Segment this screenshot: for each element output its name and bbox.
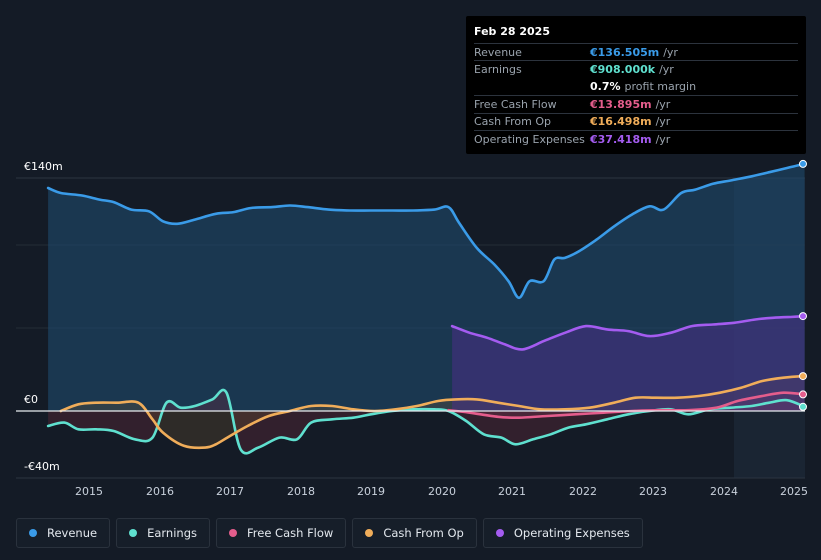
operating-expenses-area bbox=[452, 316, 805, 411]
legend-label: Operating Expenses bbox=[513, 526, 630, 540]
tooltip-unit: /yr bbox=[655, 132, 671, 146]
tooltip-row-cash-from-op: Cash From Op €16.498m /yr bbox=[474, 112, 798, 130]
y-tick-label: €0 bbox=[24, 393, 38, 406]
legend-dot-icon bbox=[365, 529, 374, 537]
legend-item-operating-expenses[interactable]: Operating Expenses bbox=[482, 518, 643, 548]
tooltip-unit: profit margin bbox=[624, 79, 697, 93]
tooltip-label: Cash From Op bbox=[474, 115, 552, 129]
tooltip-row-free-cash-flow: Free Cash Flow €13.895m /yr bbox=[474, 95, 798, 112]
legend-label: Earnings bbox=[147, 526, 197, 540]
y-tick-label: -€40m bbox=[24, 460, 60, 473]
cash-from-op-area bbox=[60, 376, 805, 448]
tooltip-row-earnings: Earnings €908.000k /yr bbox=[474, 60, 798, 77]
tooltip-value: €37.418m bbox=[590, 132, 652, 146]
tooltip-label: Free Cash Flow bbox=[474, 97, 557, 111]
chart-legend: Revenue Earnings Free Cash Flow Cash Fro… bbox=[16, 518, 643, 548]
revenue-line bbox=[46, 162, 806, 300]
x-tick-label: 2024 bbox=[710, 485, 738, 498]
x-tick-label: 2020 bbox=[428, 485, 456, 498]
tooltip-label: Earnings bbox=[474, 63, 522, 77]
x-tick-label: 2022 bbox=[569, 485, 597, 498]
tooltip-row-operating-expenses: Operating Expenses €37.418m /yr bbox=[474, 129, 798, 147]
x-tick-label: 2023 bbox=[639, 485, 667, 498]
x-tick-label: 2025 bbox=[780, 485, 808, 498]
tooltip-date: Feb 28 2025 bbox=[474, 25, 550, 38]
operating-expenses-line bbox=[450, 314, 806, 351]
tooltip-row-profit-margin: 0.7% profit margin bbox=[474, 78, 798, 95]
x-tick-label: 2019 bbox=[357, 485, 385, 498]
tooltip-value: €16.498m bbox=[590, 115, 652, 129]
x-tick-label: 2015 bbox=[75, 485, 103, 498]
legend-item-free-cash-flow[interactable]: Free Cash Flow bbox=[216, 518, 347, 548]
tooltip-value: €908.000k bbox=[590, 63, 656, 77]
tooltip-unit: /yr bbox=[655, 115, 671, 129]
cash-from-op-line bbox=[59, 374, 806, 450]
y-tick-label: €140m bbox=[24, 160, 63, 173]
legend-dot-icon bbox=[29, 529, 37, 537]
legend-label: Revenue bbox=[47, 526, 98, 540]
legend-dot-icon bbox=[495, 529, 504, 537]
x-tick-label: 2021 bbox=[498, 485, 526, 498]
data-tooltip: Feb 28 2025 Revenue €136.505m /yr Earnin… bbox=[466, 16, 806, 154]
tooltip-unit: /yr bbox=[663, 45, 678, 59]
legend-item-cash-from-op[interactable]: Cash From Op bbox=[352, 518, 477, 548]
tooltip-label: Revenue bbox=[474, 45, 522, 59]
x-tick-label: 2018 bbox=[287, 485, 315, 498]
free-cash-flow-end-point bbox=[799, 390, 807, 399]
x-tick-label: 2017 bbox=[216, 485, 244, 498]
tooltip-unit: /yr bbox=[655, 97, 671, 111]
tooltip-label: Operating Expenses bbox=[474, 132, 585, 146]
legend-label: Free Cash Flow bbox=[247, 526, 334, 540]
tooltip-value: €136.505m bbox=[590, 45, 660, 59]
revenue-end-point bbox=[799, 159, 807, 168]
x-tick-label: 2016 bbox=[146, 485, 174, 498]
legend-item-earnings[interactable]: Earnings bbox=[116, 518, 210, 548]
legend-dot-icon bbox=[129, 529, 138, 537]
legend-item-revenue[interactable]: Revenue bbox=[16, 518, 111, 548]
tooltip-value: 0.7% bbox=[590, 79, 621, 93]
legend-dot-icon bbox=[229, 529, 237, 537]
operating-expenses-end-point bbox=[799, 312, 807, 321]
earnings-end-point bbox=[799, 402, 807, 411]
tooltip-row-revenue: Revenue €136.505m /yr bbox=[474, 43, 798, 60]
tooltip-unit: /yr bbox=[659, 63, 674, 77]
legend-label: Cash From Op bbox=[383, 526, 464, 540]
tooltip-value: €13.895m bbox=[590, 97, 652, 111]
cash-from-op-end-point bbox=[799, 372, 807, 381]
